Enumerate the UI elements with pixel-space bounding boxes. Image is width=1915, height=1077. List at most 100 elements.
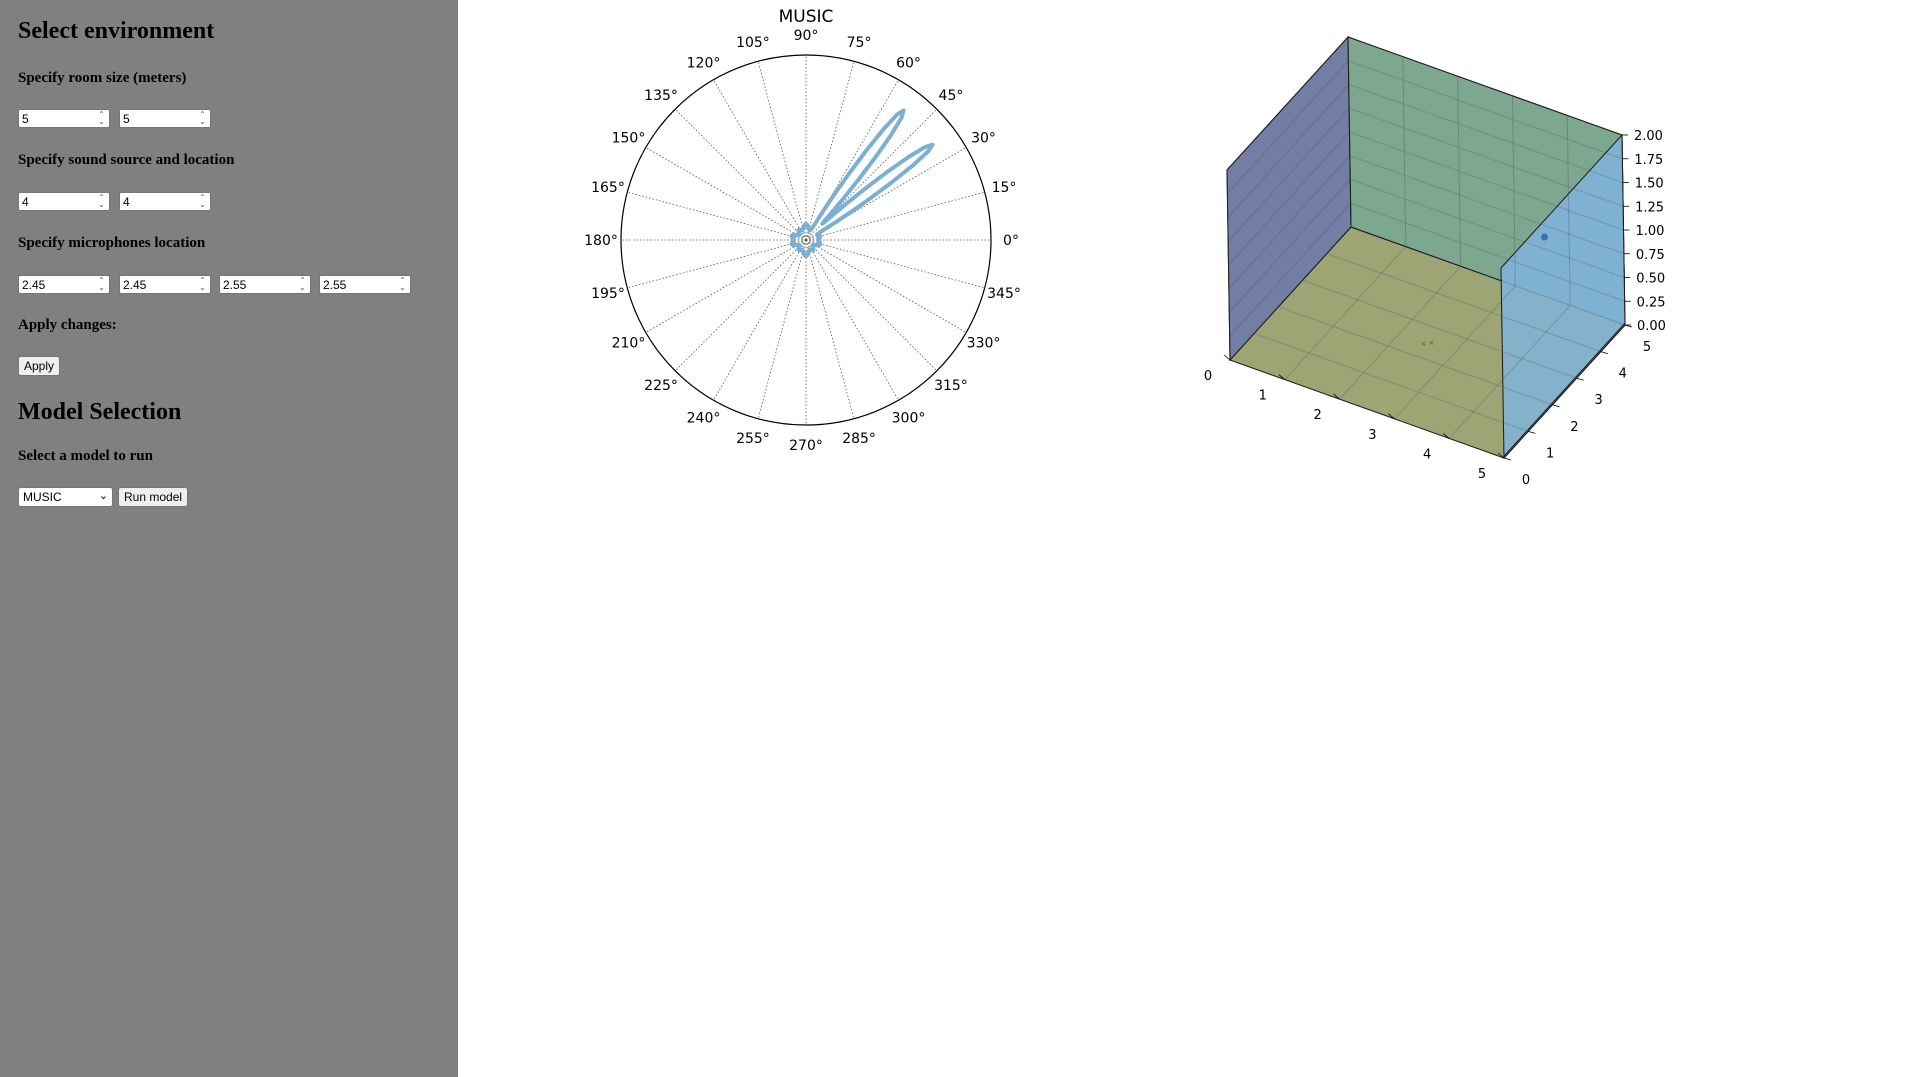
angle-tick-label: 255° bbox=[736, 431, 770, 447]
wall-gridline bbox=[1227, 84, 1350, 218]
angle-tick-label: 210° bbox=[612, 336, 646, 352]
stepper-icon[interactable]: ⌃ ⌄ bbox=[399, 276, 406, 292]
source-y-input[interactable]: 4 ⌃ ⌄ bbox=[119, 192, 211, 211]
source-location-label: Specify sound source and location bbox=[18, 152, 235, 168]
angle-tick-label: 240° bbox=[687, 411, 721, 427]
polar-gridline bbox=[805, 79, 899, 241]
mic1-y-input[interactable]: 2.45 ⌃ ⌄ bbox=[119, 275, 211, 294]
polar-gridline bbox=[713, 239, 807, 401]
x-tick bbox=[1388, 413, 1395, 420]
wall-gridline bbox=[1350, 179, 1625, 278]
x-tick bbox=[1497, 452, 1505, 459]
x-tick bbox=[1442, 433, 1450, 439]
polar-gridline bbox=[805, 147, 967, 241]
stepper-icon[interactable]: ⌃ ⌄ bbox=[199, 110, 206, 126]
wall-gridline bbox=[1228, 131, 1350, 266]
angle-tick-label: 90° bbox=[794, 28, 819, 44]
y-tick bbox=[1528, 431, 1536, 434]
angle-tick-label: 150° bbox=[612, 131, 646, 147]
mic2-y-input[interactable]: 2.55 ⌃ ⌄ bbox=[319, 275, 411, 294]
x-tick-label: 0 bbox=[1204, 369, 1212, 384]
floor-gridline bbox=[1284, 246, 1407, 380]
x-tick-label: 5 bbox=[1478, 467, 1486, 482]
room-width-input[interactable]: 5 ⌃ ⌄ bbox=[18, 109, 110, 128]
x-tick-label: 2 bbox=[1313, 408, 1321, 423]
y-tick bbox=[1503, 457, 1512, 461]
polar-gridline bbox=[674, 108, 807, 241]
run-model-button[interactable]: Run model bbox=[118, 487, 189, 507]
wall-gridline bbox=[1228, 155, 1351, 290]
room-size-label: Specify room size (meters) bbox=[18, 70, 187, 86]
wall-gridline bbox=[1348, 107, 1624, 207]
polar-svg: MUSIC 0° 15° 30° 45° 60° 75° 90° 105° 120° 135° 15… bbox=[584, 7, 1021, 454]
stepper-icon[interactable]: ⌃ ⌄ bbox=[98, 193, 105, 209]
y-tick-label: 0 bbox=[1522, 473, 1530, 488]
room-3d-svg: × × 0 1 2 3 4 5 0 1 2 3 4 5 0.00 0.25 0.50 0.75 1.00 1.25 1… bbox=[1204, 35, 1666, 488]
angle-tick-label: 30° bbox=[971, 131, 996, 147]
angle-tick-label: 345° bbox=[987, 286, 1021, 302]
polar-gridline bbox=[757, 239, 807, 419]
wall-gridline bbox=[1348, 84, 1623, 183]
angle-tick-label: 285° bbox=[842, 431, 876, 447]
polar-gridline bbox=[645, 239, 807, 333]
floor-gridline bbox=[1302, 279, 1577, 379]
angle-tick-label: 75° bbox=[847, 35, 872, 51]
apply-button[interactable]: Apply bbox=[18, 356, 61, 376]
wall-gridline bbox=[1511, 95, 1516, 286]
wall-gridline bbox=[1566, 115, 1571, 306]
angle-tick-label: 330° bbox=[967, 336, 1001, 352]
angle-tick-label: 45° bbox=[939, 88, 964, 104]
z-tick-label: 1.50 bbox=[1635, 177, 1664, 192]
angle-tick-label: 0° bbox=[1003, 233, 1019, 249]
angle-tick-label: 105° bbox=[736, 35, 770, 51]
source-x-input[interactable]: 4 ⌃ ⌄ bbox=[18, 192, 110, 211]
polar-gridline bbox=[627, 191, 807, 241]
wall-gridline bbox=[1228, 179, 1351, 313]
room-length-input[interactable]: 5 ⌃ ⌄ bbox=[119, 109, 211, 128]
angle-tick-label: 300° bbox=[892, 411, 926, 427]
select-model-label: Select a model to run bbox=[18, 448, 153, 464]
stepper-icon[interactable]: ⌃ ⌄ bbox=[98, 110, 105, 126]
y-tick-label: 4 bbox=[1619, 367, 1627, 382]
floor-gridline bbox=[1339, 265, 1461, 400]
y-tick-label: 2 bbox=[1570, 420, 1578, 435]
polar-chart: MUSIC 0° 15° 30° 45° 60° 75° 90° 105° 120° 135° 15… bbox=[560, 0, 1060, 470]
angle-tick-label: 60° bbox=[896, 55, 921, 71]
wall-gridline bbox=[1349, 131, 1624, 231]
angle-tick-label: 225° bbox=[644, 378, 678, 394]
sound-source-point bbox=[1541, 233, 1548, 241]
model-select[interactable]: MUSIC ⌄ bbox=[18, 487, 113, 507]
y-tick bbox=[1600, 351, 1608, 354]
z-tick-label: 0.50 bbox=[1636, 272, 1665, 287]
mic1-x-input[interactable]: 2.45 ⌃ ⌄ bbox=[18, 275, 110, 294]
polar-gridline bbox=[805, 239, 985, 289]
stepper-icon[interactable]: ⌃ ⌄ bbox=[299, 276, 306, 292]
y-tick bbox=[1576, 377, 1584, 381]
wall-gridline bbox=[1227, 107, 1350, 242]
room-3d-chart: × × 0 1 2 3 4 5 0 1 2 3 4 5 0.00 0.25 0.50 0.75 1.00 1.25 1… bbox=[1200, 20, 1720, 490]
x-tick-label: 1 bbox=[1259, 389, 1267, 404]
angle-tick-label: 15° bbox=[992, 180, 1017, 196]
stepper-icon[interactable]: ⌃ ⌄ bbox=[98, 276, 105, 292]
polar-gridline bbox=[805, 239, 938, 372]
polar-title: MUSIC bbox=[779, 7, 834, 27]
wall-gridline bbox=[1348, 60, 1623, 160]
z-tick-label: 0.00 bbox=[1637, 319, 1666, 334]
stepper-icon[interactable]: ⌃ ⌄ bbox=[199, 193, 206, 209]
stepper-icon[interactable]: ⌃ ⌄ bbox=[199, 276, 206, 292]
wall-gridline bbox=[1402, 56, 1407, 247]
angle-tick-label: 270° bbox=[789, 438, 823, 454]
angle-tick-label: 195° bbox=[591, 286, 625, 302]
x-tick bbox=[1278, 374, 1286, 380]
x-tick bbox=[1333, 393, 1340, 400]
z-tick-label: 2.00 bbox=[1634, 129, 1663, 144]
z-tick-label: 1.75 bbox=[1634, 153, 1663, 168]
y-tick-label: 1 bbox=[1546, 446, 1554, 461]
polar-center-ring bbox=[798, 232, 814, 248]
z-tick-label: 1.00 bbox=[1636, 224, 1665, 239]
z-tick-label: 0.25 bbox=[1637, 295, 1666, 310]
polar-gridline bbox=[805, 239, 899, 401]
mic2-x-input[interactable]: 2.55 ⌃ ⌄ bbox=[219, 275, 311, 294]
sidebar: Select environment Specify room size (me… bbox=[0, 0, 458, 1077]
floor-gridline bbox=[1278, 306, 1553, 406]
